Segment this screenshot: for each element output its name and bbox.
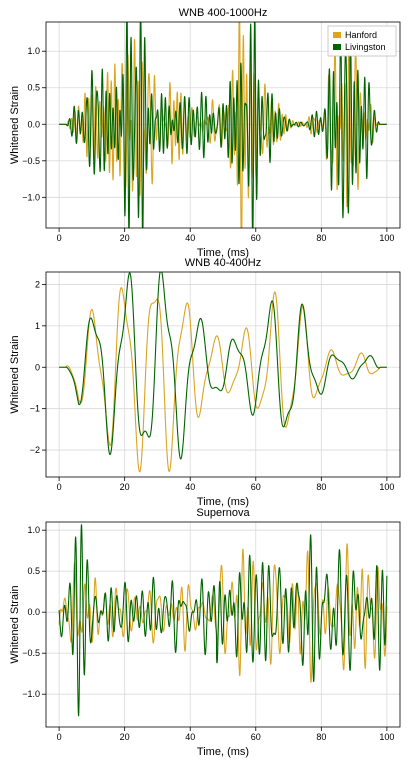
- y-tick-label: −1.0: [22, 689, 40, 699]
- x-tick-label: 60: [251, 732, 261, 742]
- chart-panel-3: 0 20 40 60 80 100 −1.0 −0.5 0.0 0.5 1.0 Supernova Ti…: [9, 507, 401, 758]
- x-tick-label: 20: [120, 482, 130, 492]
- x-tick-label: 60: [251, 482, 261, 492]
- legend-label: Livingston: [345, 42, 386, 52]
- x-tick-label: 100: [379, 482, 394, 492]
- y-tick-label: −0.5: [22, 648, 40, 658]
- series-line-livingston: [58, 272, 388, 460]
- legend-label: Hanford: [345, 30, 377, 40]
- legend-swatch: [333, 32, 341, 38]
- legend: Hanford Livingston: [327, 25, 397, 57]
- y-tick-label: 2: [35, 279, 40, 289]
- y-axis-label: Whitened Strain: [9, 86, 21, 164]
- x-tick-label: 40: [185, 732, 195, 742]
- series-line-livingston: [58, 524, 388, 717]
- x-axis-label: Time, (ms): [197, 247, 249, 259]
- chart-panel-2: 0 20 40 60 80 100 −2 −1 0 1 2 WNB 40-400Hz Time, (ms…: [9, 257, 401, 508]
- x-tick-label: 20: [120, 732, 130, 742]
- y-tick-label: −1.0: [22, 192, 40, 202]
- y-tick-label: −0.5: [22, 156, 40, 166]
- axes-frame: [45, 521, 401, 728]
- legend-swatch: [333, 44, 341, 50]
- y-tick-label: 0.0: [27, 607, 40, 617]
- x-tick-label: 40: [185, 233, 195, 243]
- x-tick-label: 40: [185, 482, 195, 492]
- chart-title: WNB 400-1000Hz: [179, 7, 268, 19]
- axes-frame: [45, 271, 401, 478]
- x-tick-label: 60: [251, 233, 261, 243]
- x-tick-label: 80: [316, 732, 326, 742]
- legend-box: [327, 25, 397, 57]
- chart-title: WNB 40-400Hz: [185, 257, 261, 269]
- y-tick-label: −2: [30, 445, 40, 455]
- chart-panel-1: 0 20 40 60 80 100 −1.0 −0.5 0.0 0.5 1.0 WNB 400-100…: [9, 7, 401, 259]
- x-tick-label: 100: [379, 732, 394, 742]
- x-tick-label: 0: [57, 233, 62, 243]
- x-tick-label: 80: [316, 482, 326, 492]
- series-line-hanford: [58, 287, 388, 473]
- x-tick-label: 20: [120, 233, 130, 243]
- x-tick-label: 100: [379, 233, 394, 243]
- y-tick-label: 1: [35, 321, 40, 331]
- y-tick-label: 0.5: [27, 566, 40, 576]
- x-tick-label: 0: [57, 482, 62, 492]
- y-axis-label: Whitened Strain: [9, 335, 21, 413]
- y-tick-label: 1.0: [27, 46, 40, 56]
- y-tick-label: 0.0: [27, 119, 40, 129]
- y-tick-label: −1: [30, 404, 40, 414]
- chart-title: Supernova: [196, 507, 250, 519]
- y-axis-label: Whitened Strain: [9, 585, 21, 663]
- x-tick-label: 80: [316, 233, 326, 243]
- y-tick-label: 0: [35, 362, 40, 372]
- x-axis-label: Time, (ms): [197, 496, 249, 508]
- y-tick-label: 1.0: [27, 525, 40, 535]
- axes-frame: [45, 21, 401, 229]
- x-tick-label: 0: [57, 732, 62, 742]
- x-axis-label: Time, (ms): [197, 746, 249, 758]
- series-line-livingston: [58, 22, 388, 228]
- y-tick-label: 0.5: [27, 83, 40, 93]
